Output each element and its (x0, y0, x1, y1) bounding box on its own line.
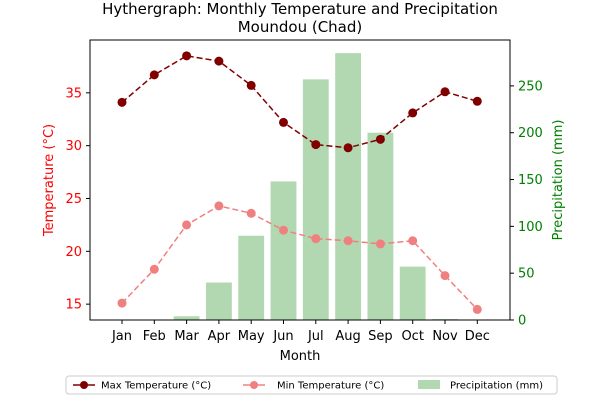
min-temperature-point-sep (375, 239, 385, 249)
legend-min-marker (250, 381, 258, 389)
x-tick-label-nov: Nov (432, 329, 458, 344)
precipitation-bar-aug (335, 53, 362, 321)
min-temperature-point-dec (472, 304, 482, 314)
min-temperature-point-feb (149, 264, 159, 274)
left-tick-label-25: 25 (65, 192, 82, 207)
x-tick-label-jun: Jun (272, 329, 293, 344)
min-temperature-point-jul (311, 234, 321, 244)
precipitation-bar-jun (270, 181, 297, 320)
x-tick-label-jul: Jul (307, 329, 324, 344)
min-temperature-point-nov (440, 271, 450, 281)
min-temperature-point-may (246, 208, 256, 218)
left-tick-label-20: 20 (65, 245, 82, 260)
legend-precip-swatch (418, 380, 440, 389)
left-tick-label-15: 15 (65, 298, 82, 313)
temperature-lines (117, 51, 482, 314)
precipitation-bars (173, 53, 458, 321)
max-temperature-point-dec (472, 96, 482, 106)
max-temperature-point-aug (343, 143, 353, 153)
x-axis-ticks: Jan Feb Mar Apr May Jun Jul Aug Sep Oct Nov Dec (111, 320, 490, 344)
right-tick-label-50: 50 (518, 267, 535, 282)
chart-title-line2: Moundou (Chad) (238, 18, 363, 36)
legend-item-min-temperature: Min Temperature (°C) (243, 381, 384, 392)
max-temperature-point-sep (375, 134, 385, 144)
min-temperature-point-oct (408, 236, 418, 246)
max-temperature-point-may (246, 80, 256, 90)
right-tick-label-250: 250 (518, 79, 543, 94)
x-tick-label-oct: Oct (401, 329, 423, 344)
x-tick-label-may: May (238, 329, 265, 344)
legend-max-marker (80, 381, 88, 389)
x-tick-label-dec: Dec (465, 329, 490, 344)
left-tick-label-30: 30 (65, 139, 82, 154)
right-tick-label-0: 0 (518, 314, 526, 329)
max-temperature-point-jan (117, 97, 127, 107)
min-temperature-line (121, 205, 478, 310)
max-temperature-point-jul (311, 140, 321, 150)
legend-precip-label: Precipitation (mm) (450, 381, 543, 392)
x-axis-label: Month (280, 349, 321, 364)
x-tick-label-apr: Apr (208, 329, 231, 344)
chart-title-line1: Hythergraph: Monthly Temperature and Pre… (102, 0, 498, 18)
right-tick-label-200: 200 (518, 126, 543, 141)
precipitation-bar-may (238, 235, 265, 320)
precipitation-bar-mar (173, 316, 200, 320)
right-tick-label-100: 100 (518, 220, 543, 235)
max-temperature-point-jun (279, 117, 288, 127)
left-axis-ticks: 15 20 25 30 35 (65, 86, 90, 313)
max-temperature-point-apr (214, 56, 224, 66)
right-axis-ticks: 0 50 100 150 200 250 (510, 79, 543, 329)
min-temperature-point-mar (182, 220, 192, 230)
precipitation-bar-apr (205, 282, 232, 320)
x-tick-label-jan: Jan (111, 329, 132, 344)
max-temperature-point-oct (408, 108, 418, 118)
legend-item-max-temperature: Max Temperature (°C) (73, 381, 211, 392)
precipitation-bar-jul (302, 79, 329, 320)
min-temperature-point-jan (117, 298, 127, 308)
right-tick-label-150: 150 (518, 173, 543, 188)
precipitation-bar-sep (367, 132, 394, 320)
x-tick-label-mar: Mar (174, 329, 199, 344)
x-tick-label-sep: Sep (368, 329, 393, 344)
min-temperature-point-apr (214, 201, 224, 211)
precipitation-bar-oct (399, 266, 426, 320)
min-temperature-point-jun (279, 225, 288, 235)
max-temperature-point-nov (440, 87, 450, 97)
left-tick-label-35: 35 (65, 86, 82, 101)
legend-max-label: Max Temperature (°C) (101, 381, 211, 392)
max-temperature-point-feb (149, 70, 159, 80)
max-temperature-line (121, 55, 478, 149)
left-axis-label: Temperature (°C) (42, 124, 57, 237)
legend-item-precipitation: Precipitation (mm) (418, 380, 543, 392)
x-tick-label-aug: Aug (335, 329, 360, 344)
x-tick-label-feb: Feb (143, 329, 166, 344)
legend-min-label: Min Temperature (°C) (277, 381, 384, 392)
right-axis-label: Precipitation (mm) (551, 120, 566, 241)
legend: Max Temperature (°C) Min Temperature (°C… (65, 375, 558, 395)
min-temperature-point-aug (343, 236, 353, 246)
max-temperature-point-mar (182, 51, 192, 61)
